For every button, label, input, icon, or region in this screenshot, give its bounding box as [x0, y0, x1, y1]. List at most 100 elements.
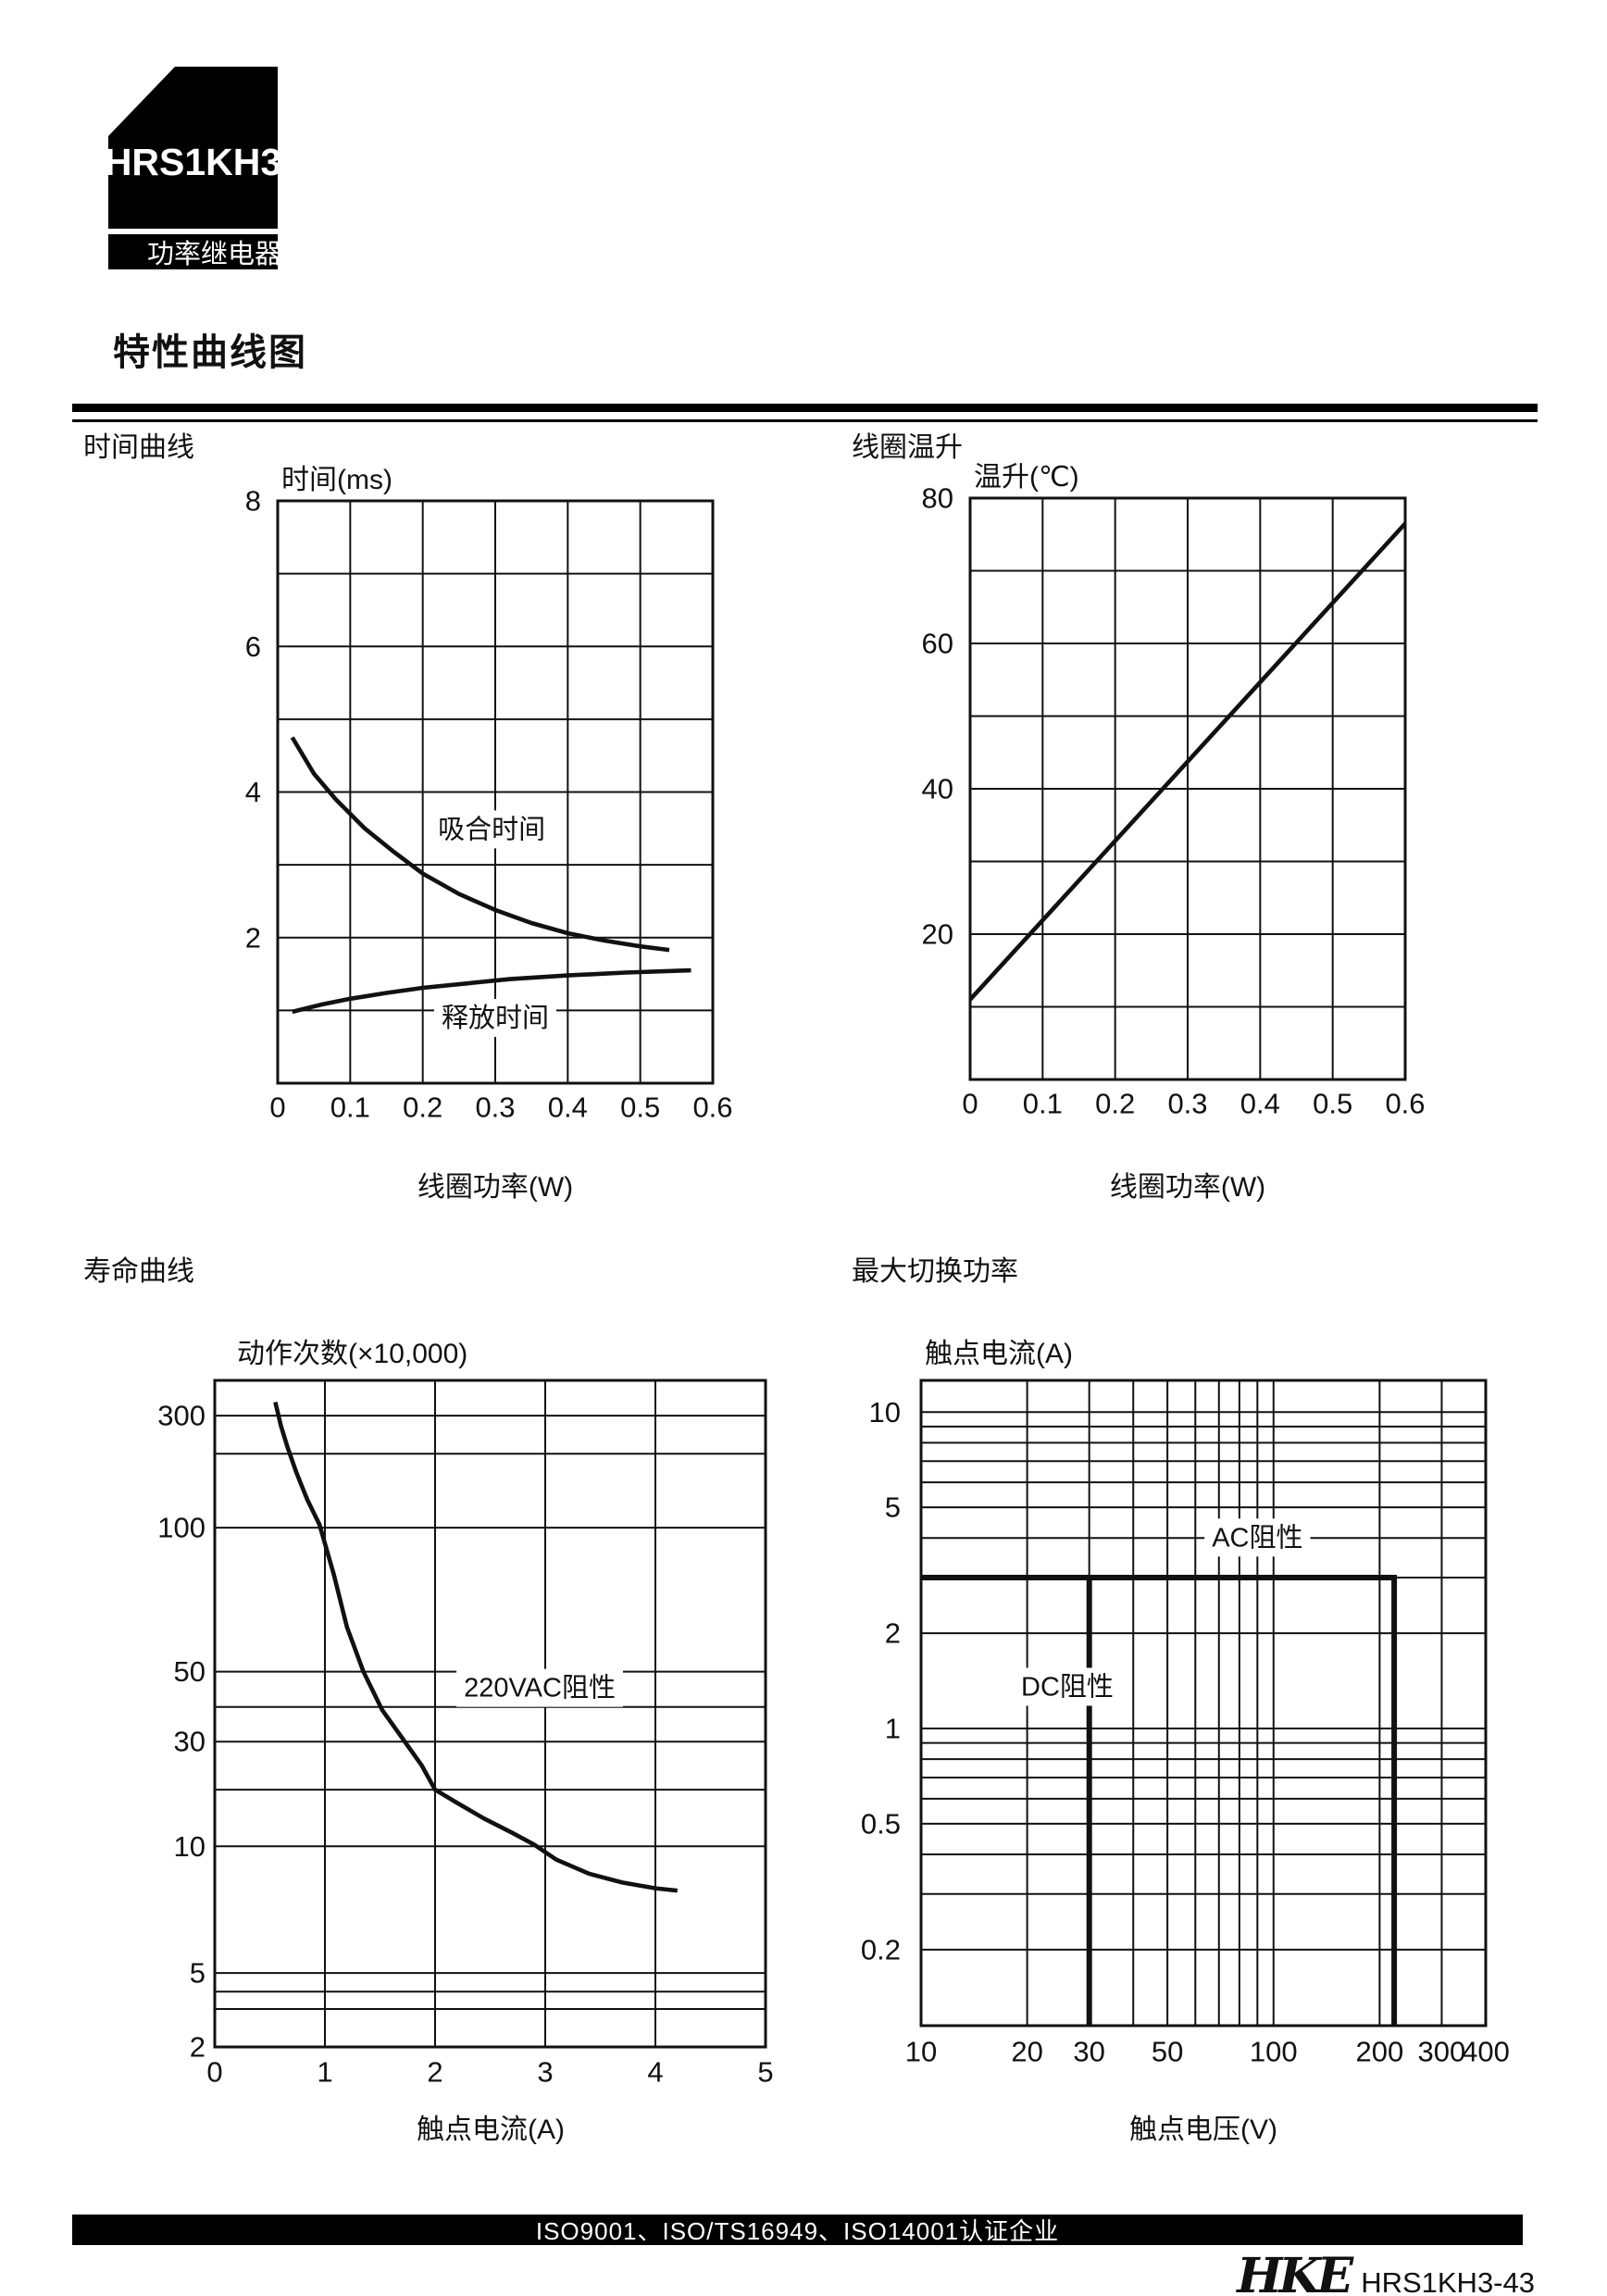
footer-certification-bar: ISO9001、ISO/TS16949、ISO14001认证企业: [72, 2215, 1523, 2245]
section-title-time-curve: 时间曲线: [83, 432, 194, 463]
svg-text:10: 10: [869, 1396, 901, 1429]
svg-text:400: 400: [1462, 2035, 1510, 2067]
category-bar: 功率继电器: [108, 234, 282, 269]
x-axis-title: 线圈功率(W): [1110, 1172, 1265, 1203]
svg-text:DC阻性: DC阻性: [1021, 1671, 1114, 1702]
brand-model-badge: HRS1KH3: [108, 67, 278, 229]
svg-text:50: 50: [174, 1655, 206, 1688]
curve-0: [290, 736, 670, 953]
grid-lines: [278, 501, 713, 1083]
y-axis-title: 触点电流(A): [925, 1339, 1073, 1369]
series-label-1: DC阻性: [1014, 1667, 1121, 1706]
svg-text:2: 2: [885, 1617, 901, 1650]
svg-text:10: 10: [905, 2035, 937, 2067]
svg-text:100: 100: [1250, 2035, 1298, 2067]
y-tick-labels: 2 4 6 8: [245, 485, 261, 955]
svg-text:0.1: 0.1: [330, 1091, 370, 1123]
svg-text:0: 0: [962, 1087, 978, 1119]
svg-text:300: 300: [157, 1400, 206, 1432]
model-name: HRS1KH3: [104, 141, 282, 183]
category-label: 功率继电器: [147, 240, 282, 269]
svg-text:0.3: 0.3: [1167, 1087, 1207, 1119]
doc-ref: HRS1KH3-43: [1361, 2266, 1535, 2296]
y-axis-title: 动作次数(×10,000): [237, 1339, 467, 1369]
svg-text:200: 200: [1356, 2035, 1404, 2067]
svg-text:30: 30: [174, 1726, 206, 1758]
certification-text: ISO9001、ISO/TS16949、ISO14001认证企业: [535, 2217, 1060, 2245]
svg-text:20: 20: [922, 918, 953, 951]
x-axis-title: 线圈功率(W): [417, 1172, 573, 1203]
y-axis-title: 时间(ms): [281, 465, 392, 495]
x-tick-labels: 0 1 2 3 4 5: [206, 2055, 773, 2088]
section-title-coil-temperature-rise: 线圈温升: [852, 432, 963, 463]
svg-text:0.6: 0.6: [692, 1091, 732, 1123]
svg-text:300: 300: [1418, 2035, 1466, 2067]
svg-text:8: 8: [245, 485, 261, 518]
svg-text:0.3: 0.3: [475, 1091, 515, 1123]
svg-text:6: 6: [245, 630, 261, 663]
series-label-1: 释放时间: [433, 999, 557, 1038]
svg-text:0.5: 0.5: [1313, 1087, 1352, 1119]
svg-text:0: 0: [269, 1091, 285, 1123]
series-label-0: 吸合时间: [430, 810, 554, 849]
plot-border: [968, 496, 1407, 1081]
svg-text:60: 60: [922, 628, 953, 660]
y-tick-labels: 10 5 2 1 0.5 0.2: [861, 1396, 901, 1966]
footer-brand-row: HKE HRS1KH3-43: [1237, 2248, 1535, 2296]
plot-border: [276, 499, 715, 1085]
svg-text:2: 2: [245, 921, 261, 954]
curve-0: [273, 1401, 679, 1893]
grid-lines: [970, 498, 1405, 1079]
svg-text:80: 80: [922, 482, 953, 515]
svg-text:4: 4: [245, 776, 261, 808]
svg-text:40: 40: [922, 773, 953, 805]
svg-text:4: 4: [647, 2055, 663, 2088]
svg-text:1: 1: [317, 2055, 332, 2088]
svg-text:吸合时间: 吸合时间: [438, 814, 545, 844]
section-title-life-curve: 寿命曲线: [83, 1256, 194, 1287]
x-axis-title: 触点电流(A): [417, 2115, 565, 2145]
svg-text:5: 5: [885, 1491, 901, 1524]
x-tick-labels: 0 0.1 0.2 0.3 0.4 0.5 0.6: [962, 1087, 1425, 1119]
grid-lines: [215, 1380, 766, 2047]
section-title-max-switching-power: 最大切换功率: [852, 1256, 1018, 1287]
y-axis-title: 温升(℃): [974, 462, 1079, 493]
curve-0: [921, 1575, 1398, 2026]
curve-0: [968, 521, 1407, 1002]
chart-life-curve: 220VAC阻性 0 1 2 3 4 5 300 100 50 30 10 5 2 动作次数(×10,000…: [157, 1339, 773, 2145]
brand-logo: HKE: [1237, 2248, 1353, 2296]
y-tick-labels: 300 100 50 30 10 5 2: [157, 1400, 206, 2064]
svg-text:100: 100: [157, 1512, 206, 1544]
svg-text:0.6: 0.6: [1385, 1087, 1425, 1119]
x-axis-title: 触点电压(V): [1129, 2115, 1277, 2145]
svg-text:0.2: 0.2: [403, 1091, 442, 1123]
y-tick-labels: 20 40 60 80: [922, 482, 953, 951]
svg-text:0: 0: [206, 2055, 222, 2088]
page-title: 特性曲线图: [113, 332, 307, 373]
svg-text:0.5: 0.5: [861, 1807, 901, 1840]
svg-text:5: 5: [757, 2055, 773, 2088]
divider-thick: [72, 404, 1538, 412]
grid-lines: [921, 1380, 1486, 2026]
svg-text:1: 1: [885, 1713, 901, 1745]
svg-text:2: 2: [190, 2031, 206, 2064]
svg-text:30: 30: [1073, 2035, 1104, 2067]
curve-1: [292, 967, 691, 1015]
svg-text:20: 20: [1011, 2035, 1042, 2067]
svg-text:10: 10: [174, 1830, 206, 1863]
svg-text:0.4: 0.4: [1240, 1087, 1280, 1119]
x-tick-labels: 0 0.1 0.2 0.3 0.4 0.5 0.6: [269, 1091, 732, 1123]
svg-text:0.2: 0.2: [861, 1933, 901, 1965]
svg-text:释放时间: 释放时间: [442, 1003, 549, 1033]
svg-text:220VAC阻性: 220VAC阻性: [464, 1673, 616, 1703]
svg-text:AC阻性: AC阻性: [1212, 1522, 1302, 1553]
series-label-0: AC阻性: [1204, 1518, 1311, 1557]
series-label-0: 220VAC阻性: [456, 1668, 623, 1707]
svg-text:3: 3: [537, 2055, 553, 2088]
svg-text:0.4: 0.4: [548, 1091, 588, 1123]
